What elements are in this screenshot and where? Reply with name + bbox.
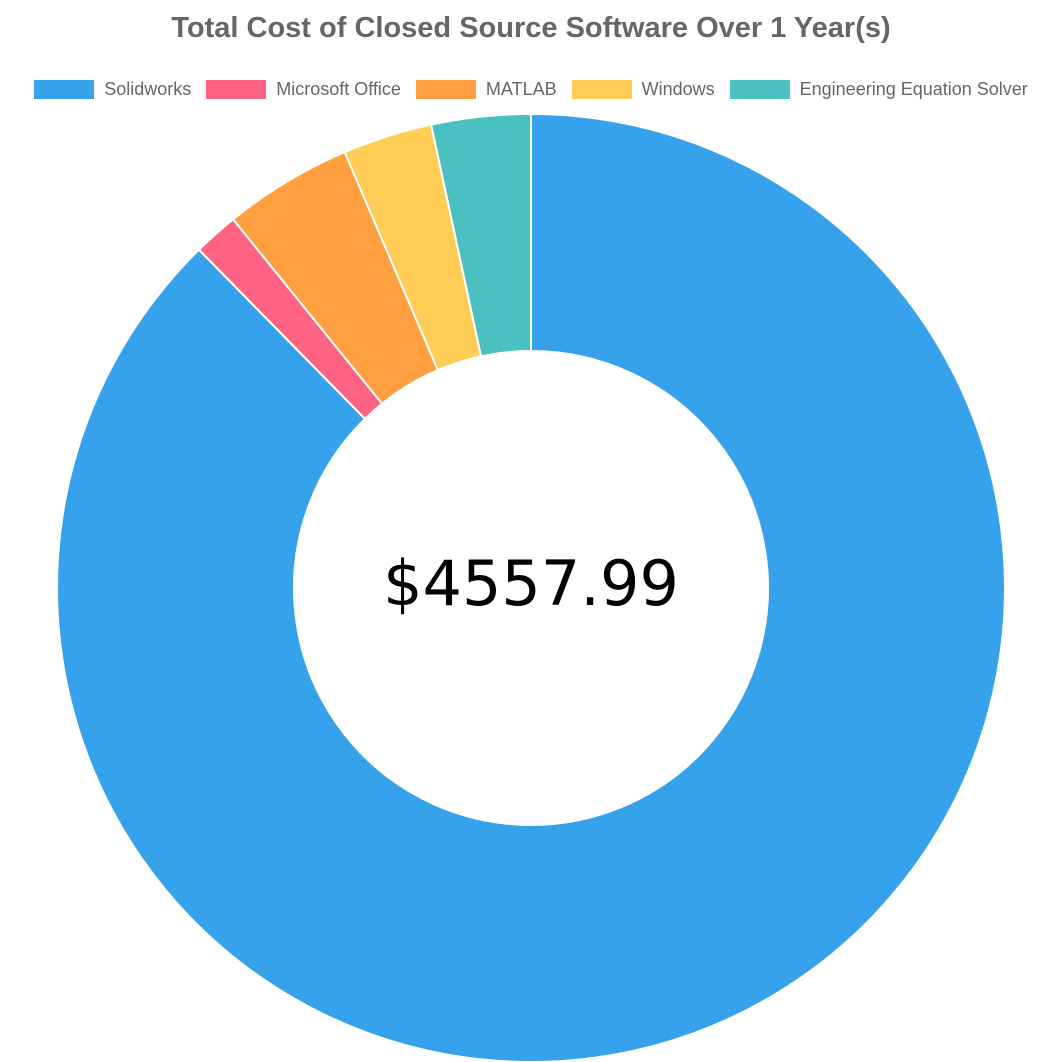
legend-swatch xyxy=(729,79,790,99)
total-cost-label: $4557.99 xyxy=(383,547,679,620)
chart-legend: Solidworks Microsoft Office MATLAB Windows E… xyxy=(0,76,1062,102)
legend-swatch xyxy=(206,79,267,99)
legend-swatch xyxy=(571,79,632,99)
legend-item-solidworks[interactable]: Solidworks xyxy=(34,79,191,100)
slice-solidworks[interactable] xyxy=(56,112,1006,1062)
legend-label: Windows xyxy=(641,78,715,99)
legend-label: Microsoft Office xyxy=(276,78,401,99)
legend-label: Engineering Equation Solver xyxy=(799,78,1028,99)
legend-swatch xyxy=(415,79,476,99)
legend-item-windows[interactable]: Windows xyxy=(571,78,715,100)
legend-item-engineering-equation-solver[interactable]: Engineering Equation Solver xyxy=(729,78,1028,100)
slice-engineering-equation-solver[interactable] xyxy=(429,112,532,358)
chart-title: Total Cost of Closed Source Software Ove… xyxy=(171,12,891,44)
legend-item-microsoft-office[interactable]: Microsoft Office xyxy=(206,79,401,100)
legend-label: MATLAB xyxy=(485,78,557,99)
legend-item-matlab[interactable]: MATLAB xyxy=(415,78,557,100)
legend-swatch xyxy=(34,79,95,99)
legend-label: Solidworks xyxy=(104,78,192,99)
